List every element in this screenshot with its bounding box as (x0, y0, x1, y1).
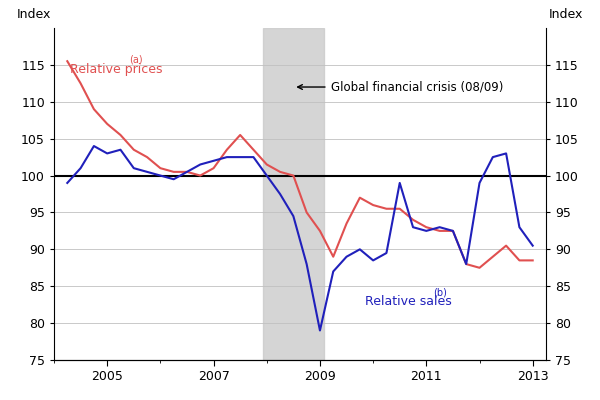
Text: Global financial crisis (08/09): Global financial crisis (08/09) (298, 80, 503, 94)
Text: (b): (b) (433, 287, 447, 297)
Text: Index: Index (548, 8, 583, 21)
Text: Relative prices: Relative prices (70, 63, 163, 76)
Text: (a): (a) (130, 55, 143, 65)
Text: Index: Index (17, 8, 52, 21)
Bar (263, 28, 324, 360)
Text: Relative sales: Relative sales (365, 295, 452, 308)
